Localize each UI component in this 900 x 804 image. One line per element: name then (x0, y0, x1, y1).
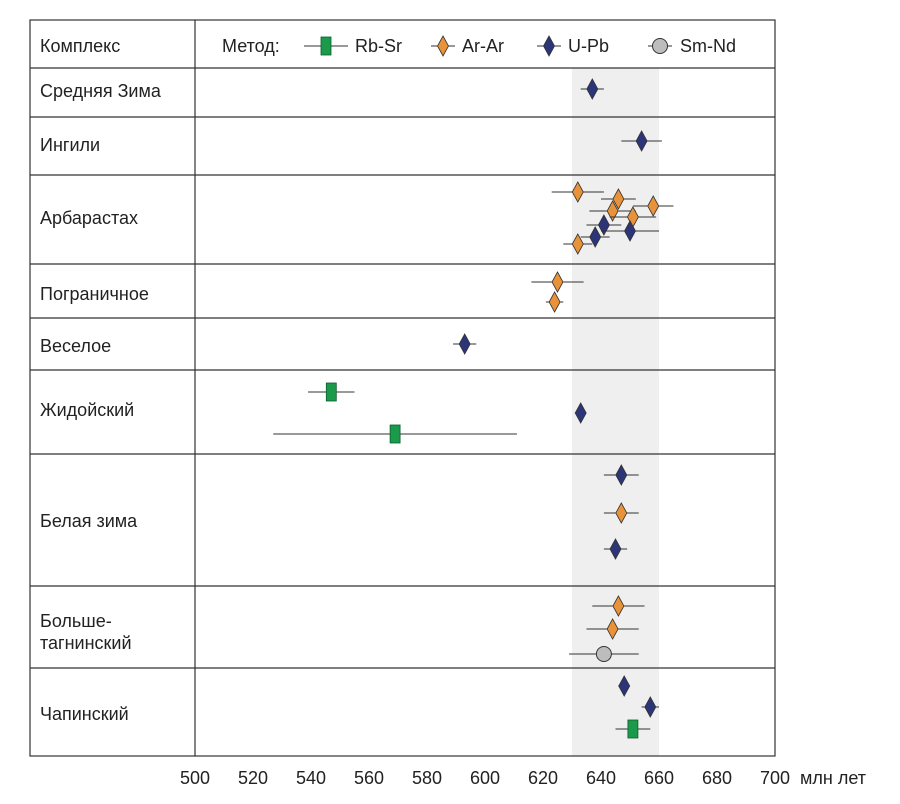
data-point-upb (644, 696, 657, 718)
group-label-tagninskiy: тагнинский (40, 633, 132, 653)
x-tick-label: 540 (295, 768, 327, 788)
x-tick-label: 660 (643, 768, 675, 788)
data-point-upb (635, 130, 648, 152)
x-tick-label: 700 (759, 768, 791, 788)
legend-label-rbsr: Rb-Sr (355, 36, 403, 56)
legend-marker-rbsr (320, 36, 332, 56)
x-tick-label: 620 (527, 768, 559, 788)
data-point-arar (615, 502, 628, 524)
group-label-veseloe: Веселое (40, 336, 112, 356)
data-point-arar (571, 233, 584, 255)
data-point-arar (571, 181, 584, 203)
x-tick-label: 500 (179, 768, 211, 788)
legend-marker-upb (543, 35, 555, 57)
frame-border (29, 19, 776, 757)
legend-marker-smnd (652, 38, 668, 54)
data-point-arar (606, 200, 619, 222)
data-point-rbsr (389, 424, 401, 444)
data-point-arar (612, 188, 625, 210)
data-point-arar (647, 195, 660, 217)
data-point-rbsr (325, 382, 337, 402)
x-axis-unit: млн лет (800, 768, 866, 788)
data-point-upb (574, 402, 587, 424)
data-point-smnd (595, 646, 612, 662)
x-tick-label: 600 (469, 768, 501, 788)
x-tick-label: 680 (701, 768, 733, 788)
x-tick-label: 560 (353, 768, 385, 788)
data-point-arar (548, 291, 561, 313)
x-tick-label: 520 (237, 768, 269, 788)
data-point-upb (586, 78, 599, 100)
data-point-upb (609, 538, 622, 560)
x-tick-label: 580 (411, 768, 443, 788)
group-label-belaya-zima: Белая зима (40, 511, 138, 531)
data-marks (273, 78, 674, 739)
data-point-upb (615, 464, 628, 486)
data-point-upb (589, 226, 602, 248)
legend-marks (304, 35, 672, 57)
group-label-bolshe: Больше- (40, 611, 112, 631)
column-header-complex: Комплекс (40, 36, 121, 56)
group-label-arbarastakh: Арбарастах (40, 208, 138, 228)
highlight-band (572, 68, 659, 756)
data-point-upb (597, 214, 610, 236)
data-point-upb (458, 333, 471, 355)
group-label-srednyaya-zima: Средняя Зима (40, 81, 161, 101)
data-point-arar (606, 618, 619, 640)
legend-label-upb: U-Pb (568, 36, 610, 56)
data-point-upb (618, 675, 631, 697)
legend-title: Метод: (222, 36, 280, 56)
x-tick-label: 640 (585, 768, 617, 788)
legend-marker-arar (437, 35, 449, 57)
data-point-arar (612, 595, 625, 617)
data-point-arar (551, 271, 564, 293)
group-label-ingili: Ингили (40, 135, 101, 155)
legend-label-smnd: Sm-Nd (680, 36, 737, 56)
legend-label-arar: Ar-Ar (462, 36, 504, 56)
data-point-upb (624, 220, 636, 242)
table-frame (29, 19, 776, 757)
data-point-rbsr (627, 719, 639, 739)
group-label-pogranichnoe: Пограничное (40, 284, 149, 304)
group-label-zhidoyskiy: Жидойский (40, 400, 135, 420)
group-label-chapinskiy: Чапинский (40, 704, 129, 724)
